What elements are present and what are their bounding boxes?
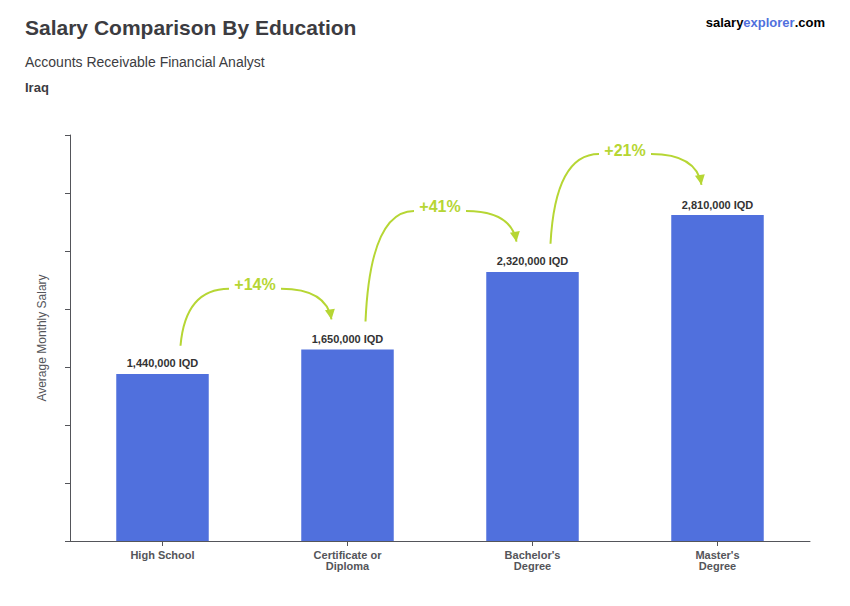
- svg-text:Accounts Receivable Financial: Accounts Receivable Financial Analyst: [25, 54, 265, 70]
- svg-text:2,320,000 IQD: 2,320,000 IQD: [497, 255, 569, 267]
- svg-text:salary: salary: [706, 15, 744, 30]
- svg-text:+14%: +14%: [234, 276, 275, 293]
- svg-text:High School: High School: [130, 549, 194, 561]
- svg-text:Degree: Degree: [699, 560, 736, 572]
- svg-text:Bachelor's: Bachelor's: [504, 548, 561, 561]
- svg-text:1,440,000 IQD: 1,440,000 IQD: [127, 357, 199, 369]
- svg-text:Salary Comparison By Education: Salary Comparison By Education: [25, 16, 356, 39]
- svg-text:Average Monthly Salary: Average Monthly Salary: [35, 274, 49, 401]
- svg-text:1,650,000 IQD: 1,650,000 IQD: [312, 333, 384, 345]
- svg-text:Degree: Degree: [514, 560, 551, 572]
- svg-text:+41%: +41%: [419, 198, 460, 215]
- svg-text:Master's: Master's: [695, 548, 740, 561]
- svg-text:+21%: +21%: [604, 142, 645, 159]
- svg-text:Diploma: Diploma: [326, 560, 370, 572]
- svg-text:2,810,000 IQD: 2,810,000 IQD: [682, 199, 754, 211]
- svg-text:Iraq: Iraq: [25, 80, 49, 95]
- svg-text:.com: .com: [795, 15, 825, 30]
- svg-text:explorer: explorer: [743, 15, 794, 30]
- svg-text:Certificate or: Certificate or: [313, 548, 382, 561]
